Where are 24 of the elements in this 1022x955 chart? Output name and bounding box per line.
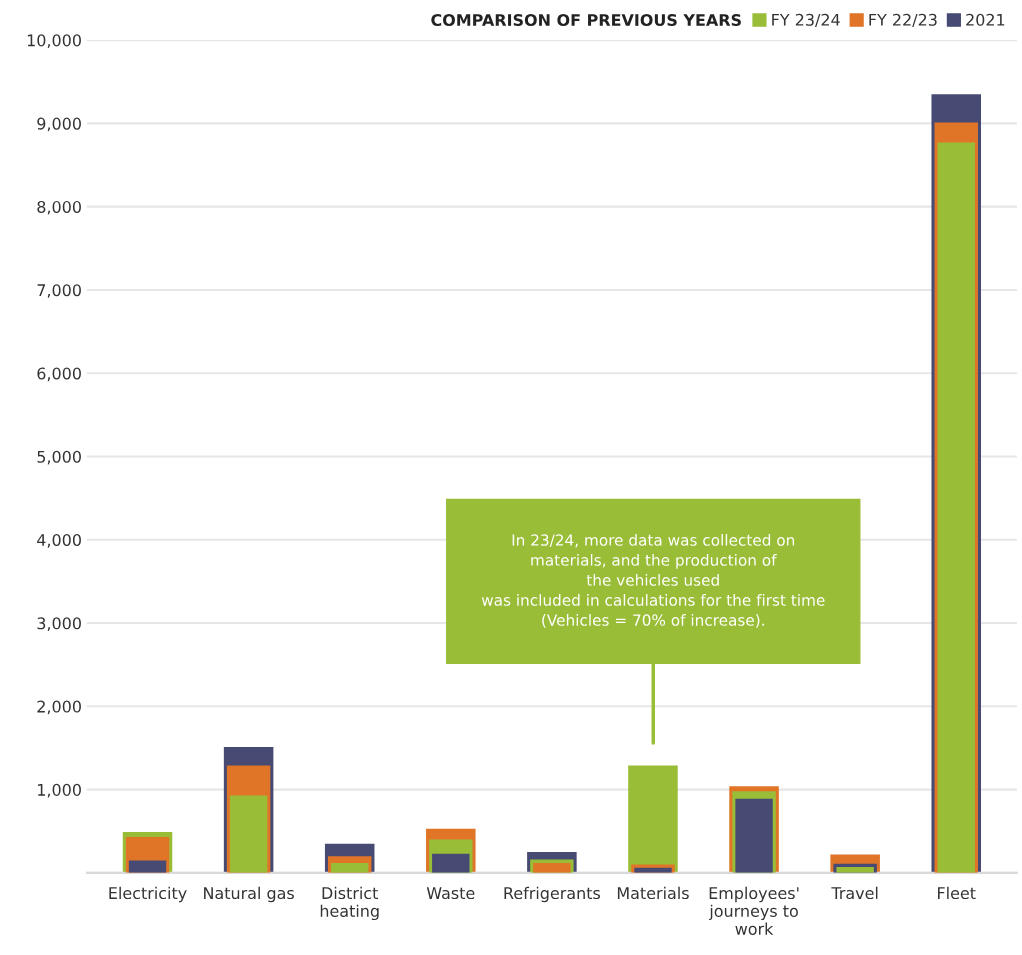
y-tick-label: 5,000 [37, 450, 81, 465]
y-tick-label: 7,000 [37, 284, 81, 298]
y-tick-label: 6,000 [37, 367, 81, 382]
legend-label: FY 22/23 [869, 13, 937, 28]
legend-label: FY 23/24 [772, 13, 840, 28]
legend-label: 2021 [966, 13, 1005, 26]
x-tick-label: Natural gas [204, 886, 294, 903]
y-tick-label: 3,000 [37, 617, 81, 631]
annotation: In 23/24, more data was collected on materials, and the production of the vehicles used was included in calculations for the first time (Vehicles = 70% of increase). [481, 533, 825, 628]
y-tick-label: 10,000 [27, 34, 81, 49]
y-tick-label: 2,000 [37, 700, 81, 715]
x-tick-label: Waste [426, 887, 475, 900]
y-tick-label: 9,000 [37, 117, 81, 132]
y-tick-label: 1,000 [38, 783, 81, 798]
x-tick-label: Fleet [938, 886, 976, 900]
x-tick-label: Electricity [109, 886, 187, 903]
x-tick-label: Materials [617, 886, 689, 900]
x-tick-label: District heating [320, 886, 379, 921]
x-tick-label: Travel [831, 886, 878, 900]
x-tick-label: Employees' journeys to work [709, 886, 799, 935]
y-tick-label: 4,000 [37, 533, 81, 548]
legend-title: COMPARISON OF PREVIOUS YEARS [431, 13, 741, 27]
y-tick-label: 8,000 [37, 200, 81, 215]
x-tick-label: Refrigerants [504, 886, 601, 903]
